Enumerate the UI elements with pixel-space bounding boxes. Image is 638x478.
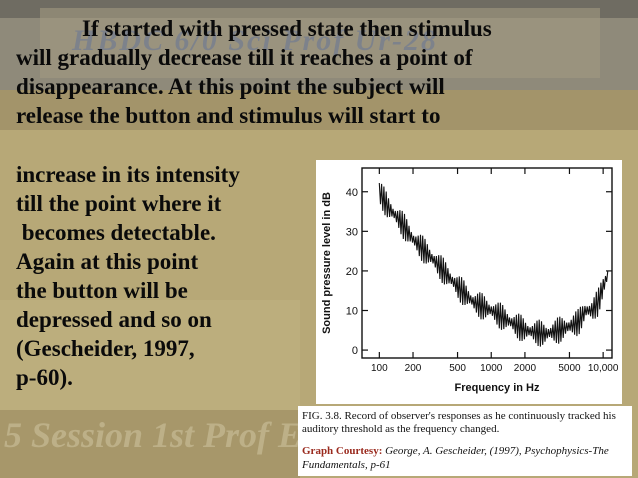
courtesy-source: George, A. Gescheider, (1997), Psychophy…: [302, 445, 609, 471]
background-session-text: 5 Session 1st Prof E: [4, 415, 303, 455]
paragraph-line: disappearance. At this point the subject…: [16, 74, 445, 99]
x-tick-label: 100: [371, 363, 388, 374]
left-line: the button will be: [16, 278, 188, 303]
x-tick-label: 10,000: [588, 363, 619, 374]
y-tick-label: 20: [346, 266, 358, 278]
graph-courtesy: Graph Courtesy: George, A. Gescheider, (…: [302, 444, 630, 472]
paragraph-line: will gradually decrease till it reaches …: [16, 45, 473, 70]
figure-caption: FIG. 3.8. Record of observer's responses…: [302, 410, 616, 435]
x-tick-label: 1000: [480, 363, 503, 374]
background-banner-text: HBDC 6/0 Sci Prof Ur-28: [72, 24, 439, 57]
left-line: becomes detectable.: [16, 220, 216, 245]
left-line: depressed and so on: [16, 307, 212, 332]
threshold-trace: [378, 182, 609, 347]
y-tick-label: 30: [346, 226, 358, 238]
left-line: p-60).: [16, 365, 73, 390]
x-tick-label: 2000: [514, 363, 537, 374]
left-line: increase in its intensity: [16, 162, 240, 187]
threshold-graph-figure: 100 200 500 1000 2000 5000 10,000 0 10 20 30 40 Freq…: [316, 160, 622, 404]
left-line: Again at this point: [16, 249, 199, 274]
plot-frame: [361, 167, 613, 359]
y-axis-label: Sound pressure level in dB: [321, 192, 333, 334]
courtesy-label: Graph Courtesy:: [302, 445, 383, 457]
y-tick-label: 0: [352, 345, 358, 357]
paragraph-line: release the button and stimulus will sta…: [16, 103, 441, 128]
left-line: till the point where it: [16, 191, 222, 216]
main-paragraph: If started with pressed state then stimu…: [16, 14, 622, 130]
left-line: (Gescheider, 1997,: [16, 336, 195, 361]
paragraph-line: If started with pressed state then stimu…: [82, 16, 492, 41]
x-tick-label: 5000: [558, 363, 581, 374]
x-axis-label: Frequency in Hz: [455, 382, 540, 394]
figure-caption-box: FIG. 3.8. Record of observer's responses…: [298, 406, 632, 476]
threshold-chart: 100 200 500 1000 2000 5000 10,000 0 10 20 30 40 Freq…: [321, 167, 619, 394]
y-tick-label: 10: [346, 306, 358, 318]
y-tick-label: 40: [346, 187, 358, 199]
left-column-text: increase in its intensity till the point…: [16, 160, 306, 392]
x-tick-label: 200: [405, 363, 422, 374]
x-tick-label: 500: [449, 363, 466, 374]
